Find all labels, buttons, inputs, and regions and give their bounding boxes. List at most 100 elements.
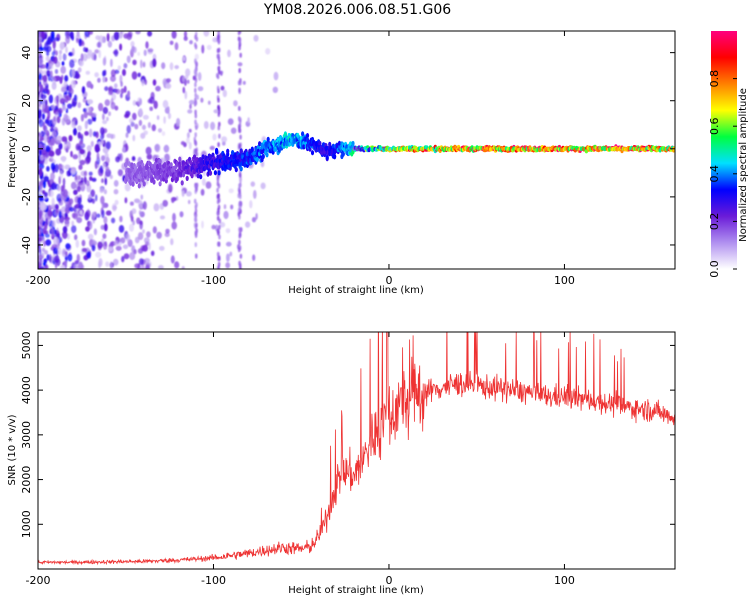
heatmap-speckle xyxy=(129,252,136,260)
heatmap-streak xyxy=(238,67,242,73)
heatmap-speckle xyxy=(206,44,212,51)
heatmap-speckle xyxy=(181,190,185,197)
heatmap-speckle xyxy=(38,110,42,119)
heatmap-speckle xyxy=(93,228,97,236)
heatmap-ridge-cell xyxy=(213,170,217,176)
heatmap-speckle xyxy=(94,72,99,78)
heatmap-speckle xyxy=(73,127,77,136)
heatmap-speckle xyxy=(88,128,93,138)
heatmap-speckle xyxy=(123,253,130,260)
heatmap-ridge-cell xyxy=(175,176,179,182)
heatmap-streak xyxy=(237,105,241,111)
heatmap-speckle xyxy=(228,188,234,194)
heatmap-speckle xyxy=(182,75,185,83)
heatmap-streak xyxy=(217,53,220,59)
heatmap-streak xyxy=(216,34,220,40)
heatmap-speckle xyxy=(111,217,116,224)
heatmap-speckle xyxy=(203,121,209,129)
heatmap-ridge xyxy=(124,131,675,189)
heatmap-speckle xyxy=(88,171,93,176)
heatmap-speckle xyxy=(58,197,62,204)
heatmap-speckle xyxy=(124,182,131,192)
heatmap-speckle xyxy=(77,196,82,205)
heatmap-speckle xyxy=(60,87,66,93)
heatmap-speckle xyxy=(137,232,144,241)
x-tick-label: -100 xyxy=(201,574,226,587)
heatmap-speckle xyxy=(58,50,63,55)
heatmap-speckle xyxy=(43,240,46,247)
heatmap-speckle xyxy=(61,61,65,66)
heatmap-streak xyxy=(194,109,197,115)
heatmap-speckle xyxy=(113,31,120,41)
heatmap-ridge-cell xyxy=(265,152,269,158)
heatmap-speckle xyxy=(132,134,136,142)
heatmap-streak xyxy=(239,134,242,140)
heatmap-speckle xyxy=(68,207,75,212)
heatmap-speckle xyxy=(138,119,143,126)
heatmap-speckle xyxy=(62,105,67,111)
heatmap-speckle xyxy=(46,254,50,261)
heatmap-streak xyxy=(217,183,221,189)
heatmap-speckle xyxy=(76,253,81,263)
heatmap-ridge-cell xyxy=(175,161,179,167)
heatmap-speckle xyxy=(61,156,66,163)
heatmap-speckle xyxy=(149,106,153,112)
heatmap-speckle xyxy=(74,260,79,265)
heatmap-speckle xyxy=(162,199,168,207)
heatmap-speckle xyxy=(134,263,141,269)
heatmap-speckle xyxy=(69,93,72,98)
heatmap-speckle xyxy=(187,79,190,84)
heatmap-ridge-cell xyxy=(238,161,242,167)
heatmap-speckle xyxy=(59,41,65,51)
heatmap-speckle xyxy=(67,103,73,109)
heatmap-speckle xyxy=(100,133,104,141)
heatmap-speckle xyxy=(84,120,88,130)
heatmap-speckle xyxy=(81,247,88,253)
heatmap-speckle xyxy=(88,194,92,200)
heatmap-speckle xyxy=(107,90,114,96)
heatmap-speckle xyxy=(221,136,228,143)
heatmap-speckle xyxy=(141,125,147,130)
heatmap-speckle xyxy=(77,185,81,192)
heatmap-speckle xyxy=(97,241,103,249)
heatmap-speckle xyxy=(60,65,66,74)
heatmap-speckle xyxy=(188,142,192,150)
y-tick-label: -40 xyxy=(20,236,33,254)
heatmap-speckle xyxy=(174,65,179,70)
heatmap-speckle xyxy=(182,56,186,61)
heatmap-speckle xyxy=(157,128,163,133)
heatmap-speckle xyxy=(159,215,166,220)
heatmap-speckle xyxy=(189,40,193,45)
heatmap-speckle xyxy=(144,79,148,85)
heatmap-speckle xyxy=(164,107,170,114)
heatmap-speckle xyxy=(53,237,59,246)
heatmap-speckle xyxy=(80,53,84,62)
heatmap-speckle xyxy=(52,117,57,126)
heatmap-speckle xyxy=(145,264,150,269)
heatmap-speckle xyxy=(65,202,71,207)
heatmap-speckle xyxy=(153,100,158,110)
heatmap-speckle xyxy=(201,178,206,186)
heatmap-streak xyxy=(238,31,242,34)
heatmap-ridge-cell xyxy=(124,162,128,168)
heatmap-streak xyxy=(218,133,221,139)
heatmap-speckle xyxy=(200,188,205,196)
snr-y-axis-title: SNR (10 * v/v) xyxy=(7,414,18,485)
heatmap-speckle xyxy=(131,156,136,162)
heatmap-speckle xyxy=(181,266,185,269)
heatmap-speckle xyxy=(51,104,56,110)
heatmap-speckle xyxy=(61,248,67,258)
heatmap-speckle xyxy=(132,59,137,66)
heatmap-speckle xyxy=(197,86,204,92)
heatmap-ridge-cell xyxy=(333,154,337,160)
heatmap-speckle xyxy=(171,197,175,203)
heatmap-speckle xyxy=(69,59,75,69)
heatmap-speckle xyxy=(69,84,72,93)
heatmap-speckle xyxy=(137,51,141,56)
heatmap-streak xyxy=(196,94,199,100)
heatmap-speckle xyxy=(147,122,151,129)
heatmap-streak xyxy=(238,39,242,45)
heatmap-speckle xyxy=(54,204,59,210)
heatmap-speckle xyxy=(71,47,75,57)
